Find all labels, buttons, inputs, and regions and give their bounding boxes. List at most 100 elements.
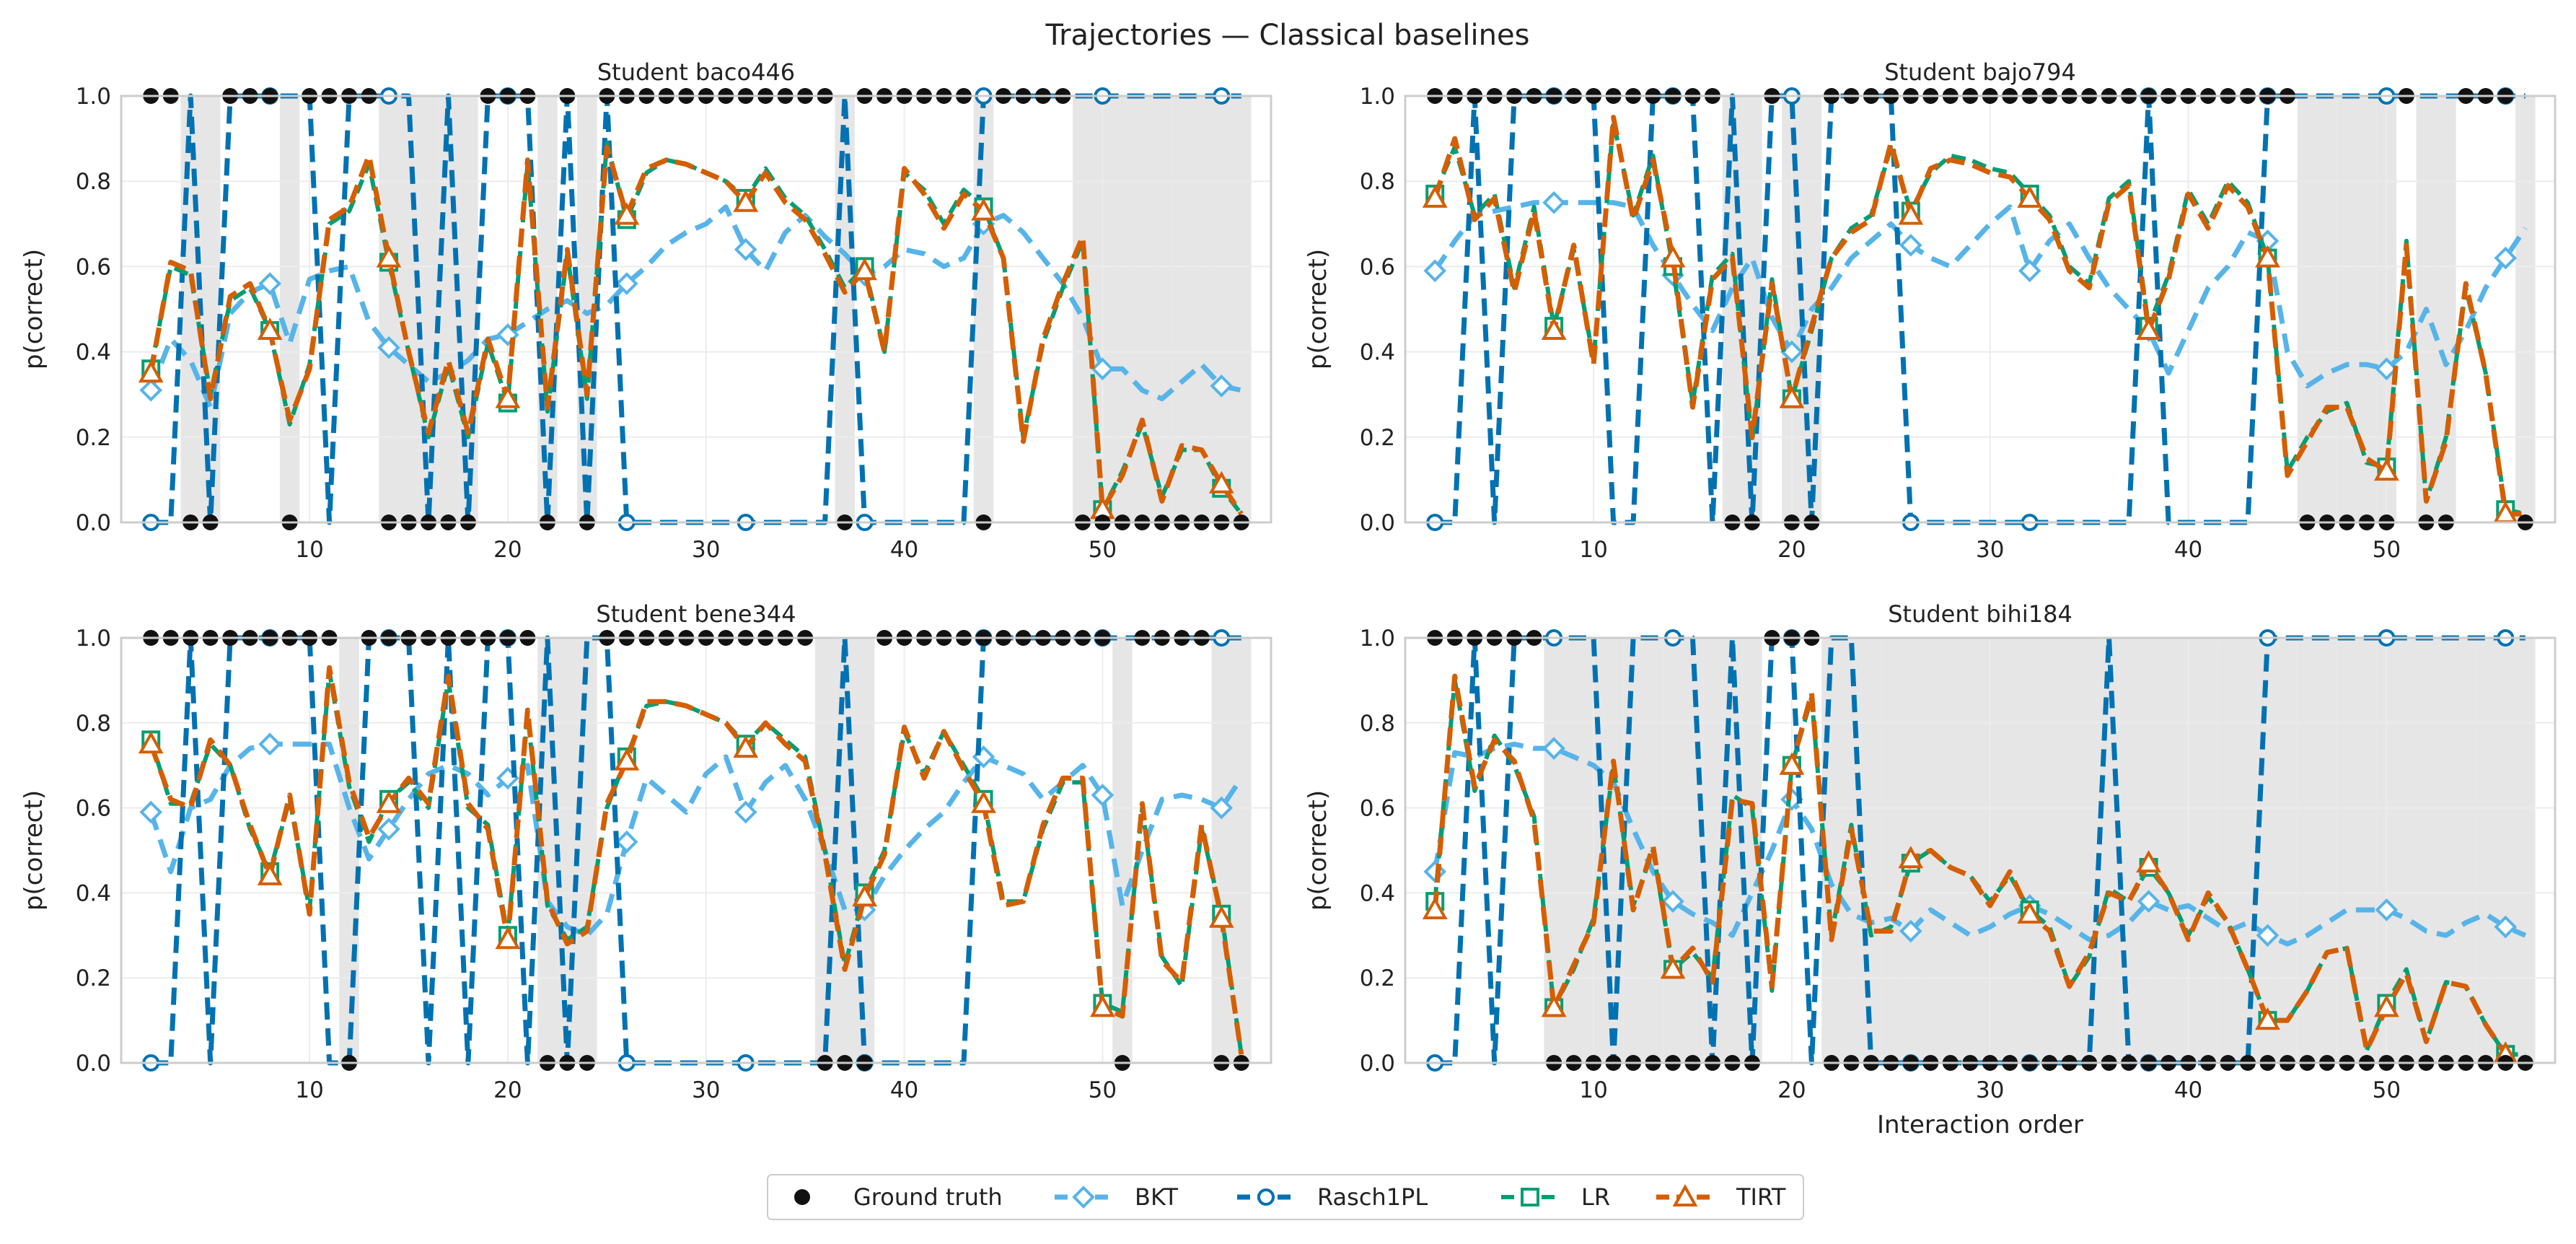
incorrect-band <box>2019 638 2040 1063</box>
incorrect-band <box>2357 638 2377 1063</box>
x-tick-label: 10 <box>295 1077 323 1103</box>
point-bkt <box>734 800 757 824</box>
incorrect-band <box>973 96 994 522</box>
y-tick-label: 0.4 <box>1360 340 1395 366</box>
incorrect-band <box>2079 638 2099 1063</box>
x-tick-label: 10 <box>295 537 323 563</box>
point-tirt <box>2017 185 2043 208</box>
y-tick-label: 1.0 <box>1360 84 1395 110</box>
point-bkt <box>1210 374 1234 398</box>
plot-frame <box>1404 95 2557 524</box>
incorrect-band <box>1940 638 1961 1063</box>
y-tick-label: 0.8 <box>1360 711 1395 737</box>
legend-label-bkt: BKT <box>1135 1183 1178 1211</box>
subplot-title: Student bajo794 <box>1884 58 2076 86</box>
x-tick-label: 30 <box>692 1077 720 1103</box>
point-bkt <box>139 800 163 824</box>
y-tick-label: 0.4 <box>76 880 111 906</box>
point-bkt <box>1423 259 1447 283</box>
point-tirt <box>495 385 521 408</box>
point-tirt <box>852 258 878 281</box>
incorrect-band <box>1132 96 1153 522</box>
point-tirt <box>733 189 759 212</box>
legend-marker-bkt <box>1072 1186 1095 1209</box>
subplot-baco446: 0.0 0.2 0.4 0.6 0.8 1.0 10 20 30 40 50 p(correct) St… <box>19 58 1272 563</box>
x-tick-label: 20 <box>1777 537 1806 563</box>
legend-label-tirt: TIRT <box>1736 1183 1786 1211</box>
incorrect-band <box>1742 96 1762 522</box>
y-axis-label: p(correct) <box>1304 249 1332 369</box>
legend-label-rasch: Rasch1PL <box>1317 1183 1428 1211</box>
incorrect-band <box>2357 96 2377 522</box>
x-tick-label: 30 <box>1976 1077 2004 1103</box>
incorrect-band <box>1702 638 1723 1063</box>
incorrect-band <box>2515 96 2536 522</box>
point-tirt <box>2255 245 2280 268</box>
series-line-lr <box>1433 119 2526 517</box>
y-tick-label: 0.2 <box>1360 425 1395 451</box>
point-bkt <box>2494 246 2518 270</box>
incorrect-band <box>1603 638 1624 1063</box>
incorrect-band <box>2436 638 2456 1063</box>
y-tick-label: 0.0 <box>1360 1051 1395 1077</box>
point-tirt <box>1541 317 1567 341</box>
point-tirt <box>257 317 283 341</box>
point-tirt <box>971 790 996 813</box>
point-tirt <box>614 202 640 225</box>
point-bkt <box>615 272 638 295</box>
incorrect-band <box>458 96 478 522</box>
figure-title: Trajectories — Classical baselines <box>1045 19 1530 52</box>
y-tick-label: 0.8 <box>76 169 111 195</box>
point-tirt <box>1898 202 1924 225</box>
x-tick-label: 50 <box>1089 1077 1117 1103</box>
point-bkt <box>377 818 400 841</box>
point-bkt <box>1899 234 1922 257</box>
incorrect-band <box>1861 638 1881 1063</box>
x-tick-label: 30 <box>692 537 720 563</box>
y-tick-label: 0.2 <box>76 965 111 991</box>
x-axis-label: Interaction order <box>1877 1111 2083 1139</box>
point-tirt <box>1779 752 1805 775</box>
incorrect-band <box>2119 638 2139 1063</box>
point-bkt <box>615 830 638 854</box>
incorrect-band <box>200 96 221 522</box>
subplot-title: Student bihi184 <box>1888 600 2072 628</box>
point-bkt <box>2375 898 2399 921</box>
x-tick-label: 20 <box>493 537 522 563</box>
x-tick-label: 40 <box>2174 537 2202 563</box>
x-tick-label: 30 <box>1976 537 2004 563</box>
subplot-title: Student bene344 <box>596 600 796 628</box>
plot-frame <box>120 636 1272 1064</box>
plot-frame <box>120 95 1272 524</box>
x-tick-label: 40 <box>890 537 918 563</box>
incorrect-band <box>2456 638 2476 1063</box>
point-tirt <box>733 735 759 758</box>
incorrect-band <box>835 638 855 1063</box>
point-tirt <box>2373 457 2399 481</box>
incorrect-band <box>1231 638 1252 1063</box>
incorrect-band <box>279 96 300 522</box>
point-bkt <box>2018 259 2041 283</box>
y-tick-label: 0.4 <box>76 340 111 366</box>
incorrect-band <box>2337 96 2357 522</box>
incorrect-band <box>2217 638 2238 1063</box>
point-bkt <box>1210 796 1234 820</box>
incorrect-band <box>1211 638 1232 1063</box>
incorrect-band <box>2059 638 2080 1063</box>
y-tick-label: 0.2 <box>1360 965 1395 991</box>
point-tirt <box>376 790 402 813</box>
point-tirt <box>2136 850 2162 873</box>
point-tirt <box>1779 385 1805 408</box>
incorrect-band <box>2495 638 2516 1063</box>
series-line-rasch <box>151 635 1241 1066</box>
incorrect-band <box>1841 638 1862 1063</box>
incorrect-band <box>1960 638 1980 1063</box>
point-tirt <box>1208 905 1234 928</box>
y-tick-label: 0.4 <box>1360 880 1395 906</box>
point-tirt <box>1089 994 1115 1017</box>
point-tirt <box>2017 901 2043 924</box>
incorrect-band <box>1663 638 1683 1063</box>
x-tick-label: 10 <box>1579 537 1607 563</box>
incorrect-band <box>1152 96 1172 522</box>
point-tirt <box>1898 846 1924 869</box>
